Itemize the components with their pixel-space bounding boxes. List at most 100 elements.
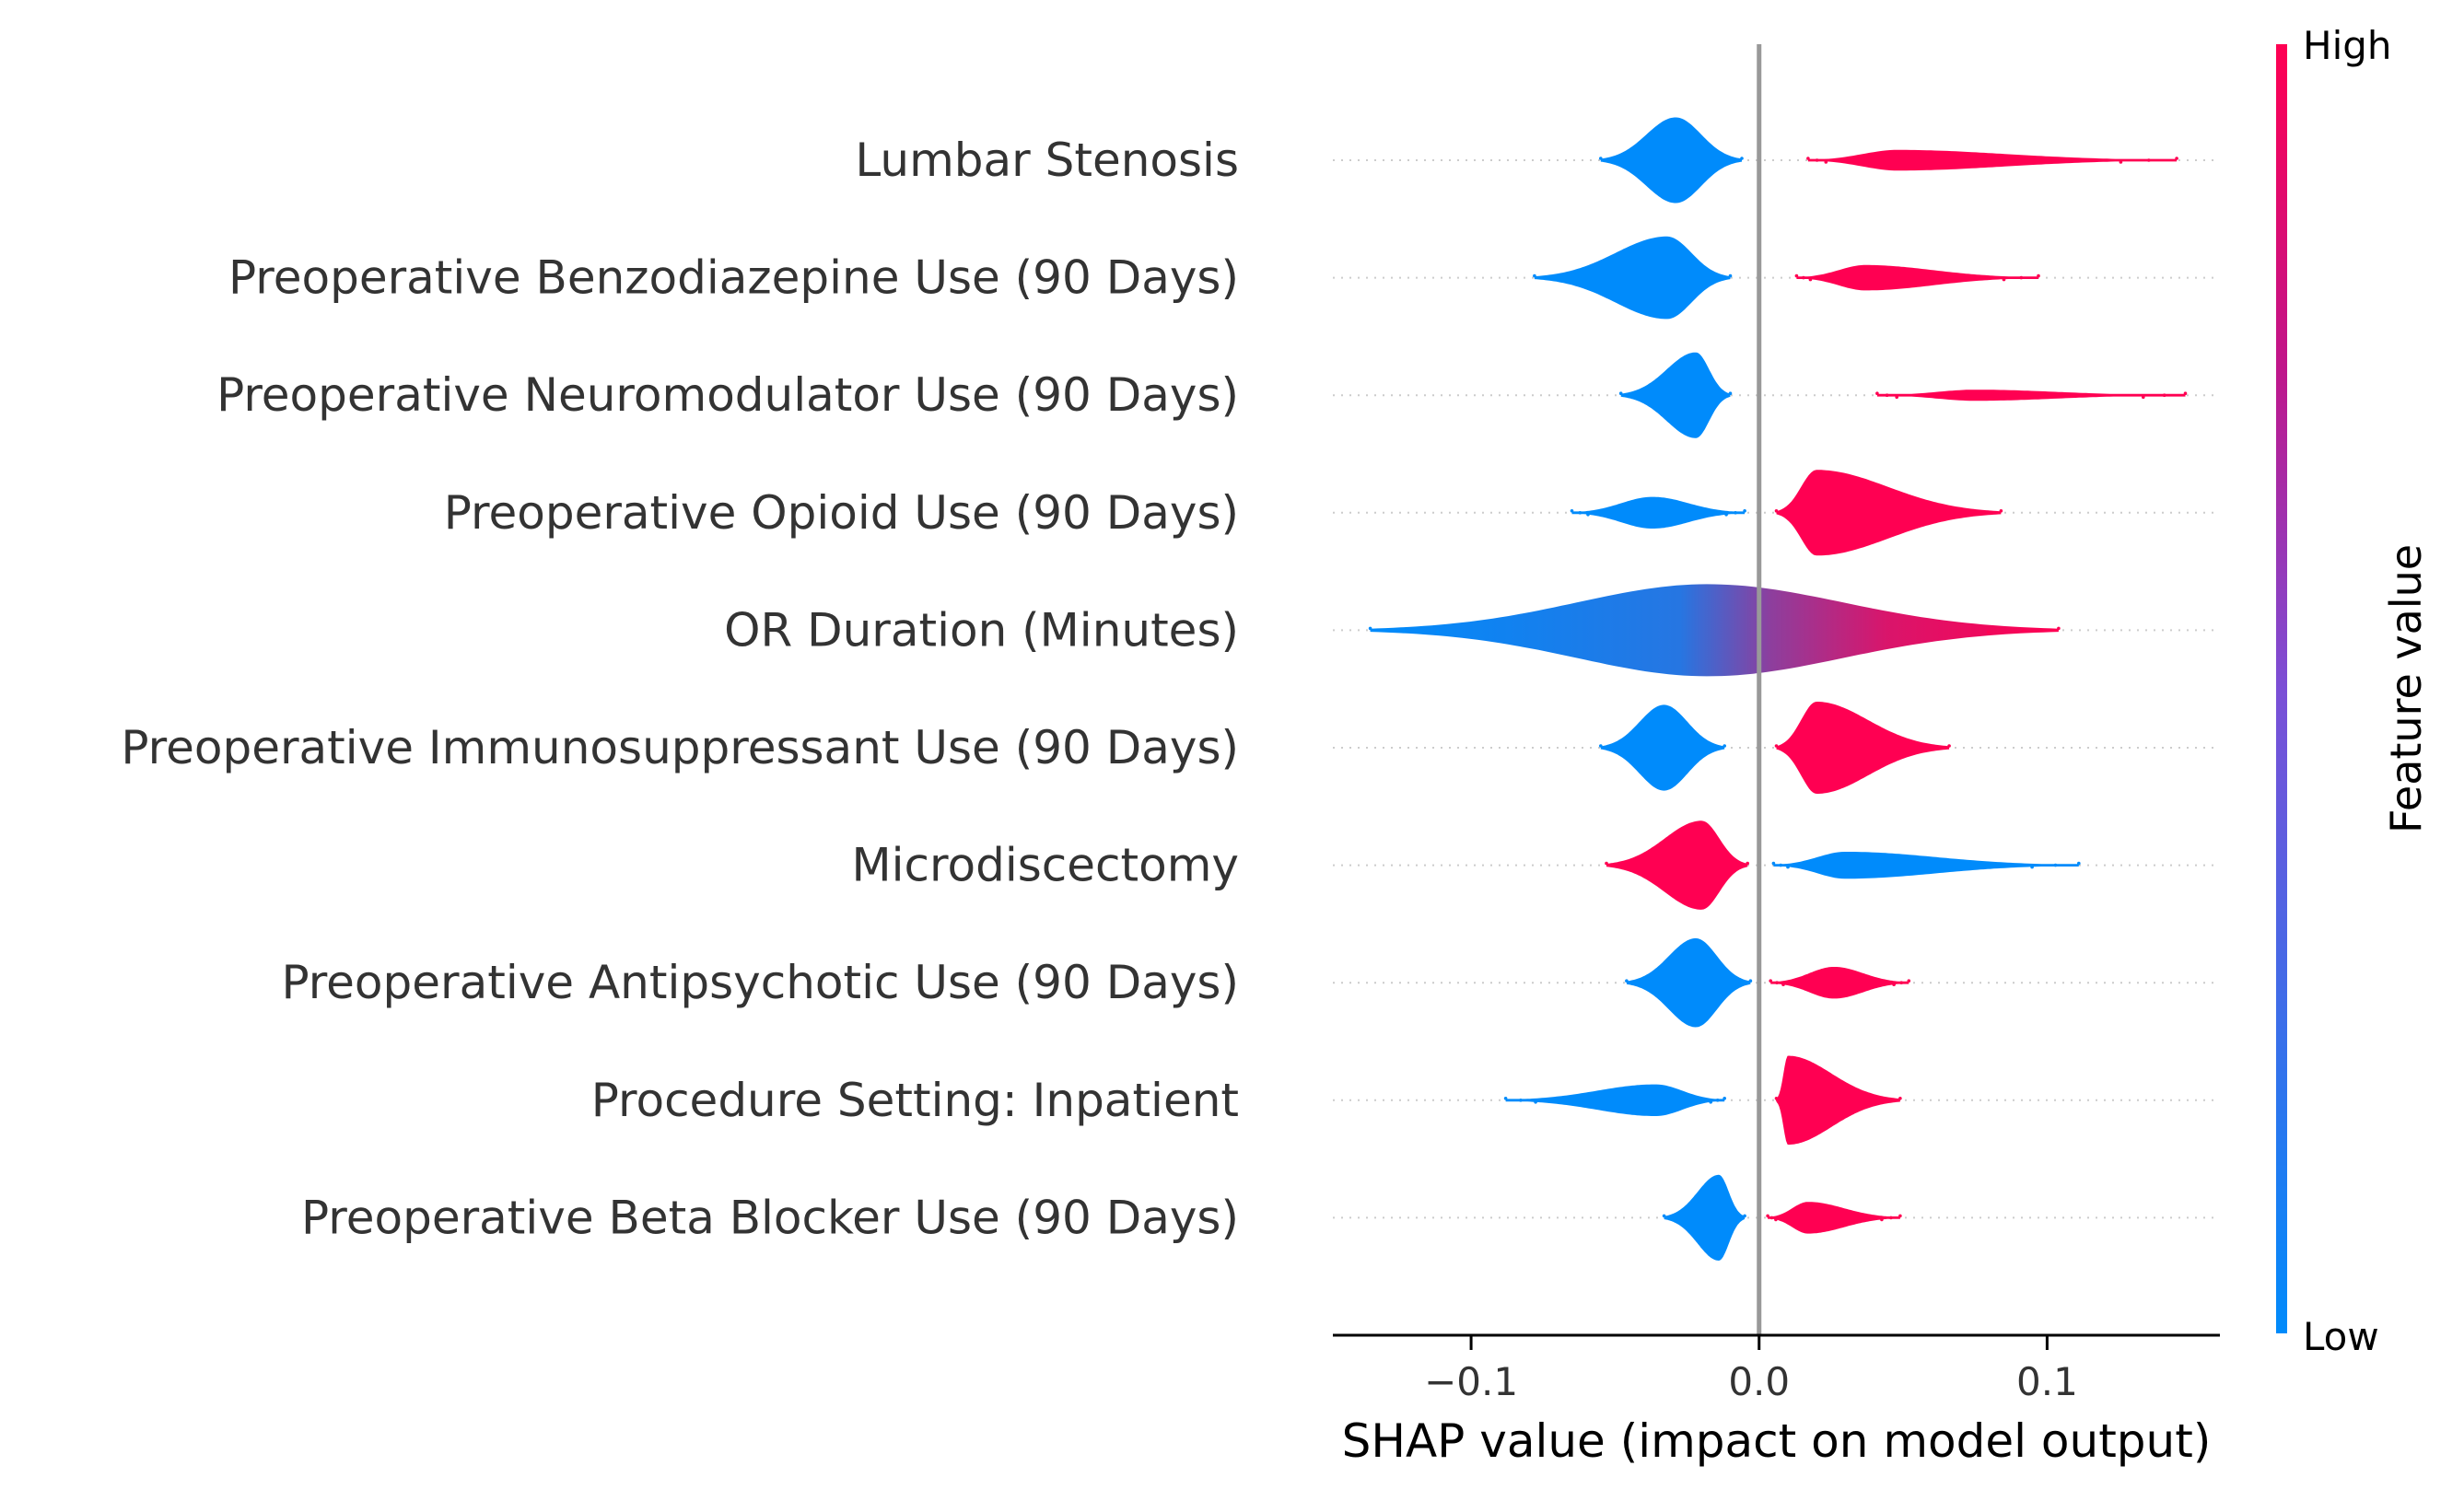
feature-label: Preoperative Beta Blocker Use (90 Days) (301, 1191, 1239, 1244)
beeswarm-cluster-high (1807, 149, 2178, 171)
tail-point (1921, 748, 1925, 751)
colorbar-low-label: Low (2303, 1314, 2379, 1359)
tail-point (1743, 981, 1747, 984)
tail-point (2053, 863, 2058, 867)
feature-label: Lumbar Stenosis (855, 134, 1239, 187)
tail-point (1743, 1214, 1746, 1218)
tail-point (1875, 391, 1879, 396)
tail-point (2022, 628, 2026, 633)
tail-point (1748, 979, 1753, 983)
tail-point (1728, 273, 1733, 278)
tail-point (1898, 1214, 1902, 1218)
tail-point (1533, 273, 1536, 278)
tail-point (2183, 391, 2188, 396)
feature-label: Preoperative Opioid Use (90 Days) (444, 486, 1239, 540)
beeswarm-cluster-high (1776, 1055, 1900, 1146)
tail-point (1368, 626, 1372, 631)
tail-point (1779, 746, 1782, 750)
tail-point (1634, 395, 1638, 400)
tail-point (1734, 158, 1737, 162)
tail-point (1786, 865, 1790, 869)
tail-point (1503, 1097, 1508, 1100)
tail-point (1802, 275, 1805, 280)
tail-point (1724, 513, 1728, 517)
tail-point (1559, 277, 1563, 282)
beeswarm-cluster-high (1770, 967, 1909, 999)
tail-point (1722, 744, 1726, 748)
beeswarm-cluster-high (1606, 820, 1748, 910)
beeswarm-cluster-low (1626, 937, 1751, 1028)
tail-point (1715, 1099, 1720, 1102)
feature-label: OR Duration (Minutes) (724, 603, 1239, 657)
x-axis-title: SHAP value (impact on model output) (1342, 1414, 2212, 1468)
tail-point (1709, 1100, 1712, 1104)
tail-point (1781, 983, 1785, 986)
beeswarm-cluster-high (1768, 1202, 1900, 1234)
tail-point (2057, 626, 2061, 631)
colorbar-high-label: High (2303, 23, 2392, 68)
tail-point (1741, 863, 1745, 867)
row-guide-lines (1333, 159, 2220, 1219)
tail-point (1662, 1214, 1666, 1218)
tail-point (2147, 158, 2151, 162)
tail-point (1722, 275, 1726, 280)
beeswarm-cluster-high (1776, 702, 1950, 794)
tail-point (1743, 509, 1746, 513)
tail-point (1623, 865, 1628, 869)
tail-point (1782, 748, 1787, 751)
tail-point (1734, 511, 1737, 515)
colorbar-title: Feature value (2381, 544, 2431, 833)
tail-point (1715, 277, 1720, 282)
tail-point (1639, 983, 1642, 986)
x-tick-label: −0.1 (1424, 1359, 1518, 1404)
tail-point (1578, 511, 1582, 515)
tail-point (1625, 979, 1629, 983)
tail-point (2077, 861, 2081, 866)
tail-point (1769, 979, 1772, 983)
beeswarm-cluster-high (1776, 470, 2002, 556)
tail-point (1999, 509, 2003, 513)
tail-point (1766, 1214, 1769, 1218)
tail-point (1614, 863, 1618, 867)
tail-point (1892, 983, 1896, 986)
tail-point (1774, 1217, 1778, 1222)
tail-point (1962, 513, 1967, 517)
tail-point (1599, 744, 1603, 748)
beeswarm-cluster-high (1876, 390, 2186, 401)
x-tick-label: 0.1 (2016, 1359, 2078, 1404)
feature-label: Procedure Setting: Inpatient (591, 1074, 1239, 1127)
tail-point (1737, 1217, 1742, 1222)
tail-point (1980, 511, 1985, 515)
beeswarm-cluster-low (1773, 852, 2079, 879)
tail-point (1777, 1100, 1781, 1104)
tail-point (2119, 160, 2123, 164)
tail-point (1933, 746, 1938, 750)
tail-point (1895, 395, 1898, 400)
tail-point (1740, 1216, 1745, 1220)
tail-point (1605, 746, 1609, 750)
beeswarm-cluster-mixed (1370, 584, 2059, 677)
tail-point (1436, 630, 1440, 634)
tail-point (1774, 509, 1779, 513)
tail-point (1794, 273, 1799, 278)
tail-point (1779, 511, 1782, 515)
beeswarm-cluster-low (1505, 1084, 1725, 1116)
tail-point (1546, 275, 1549, 280)
beeswarm-cluster-low (1534, 236, 1731, 320)
tail-point (1722, 395, 1725, 400)
tail-point (1769, 1216, 1774, 1220)
tail-point (1599, 157, 1603, 160)
feature-label: Preoperative Immunosuppressant Use (90 D… (121, 721, 1239, 774)
tail-point (1779, 863, 1782, 867)
x-ticks: −0.1 0.0 0.1 (1424, 1335, 2078, 1404)
tail-point (1782, 513, 1787, 517)
tail-point (1586, 513, 1590, 517)
tail-point (1740, 157, 1744, 160)
tail-point (1815, 158, 1819, 162)
tail-point (2030, 865, 2034, 869)
tail-point (1774, 744, 1779, 748)
feature-label: Preoperative Antipsychotic Use (90 Days) (281, 956, 1239, 1009)
tail-point (1775, 981, 1779, 984)
feature-labels: Lumbar Stenosis Preoperative Benzodiazepi… (121, 134, 1239, 1244)
tail-point (1899, 981, 1903, 984)
